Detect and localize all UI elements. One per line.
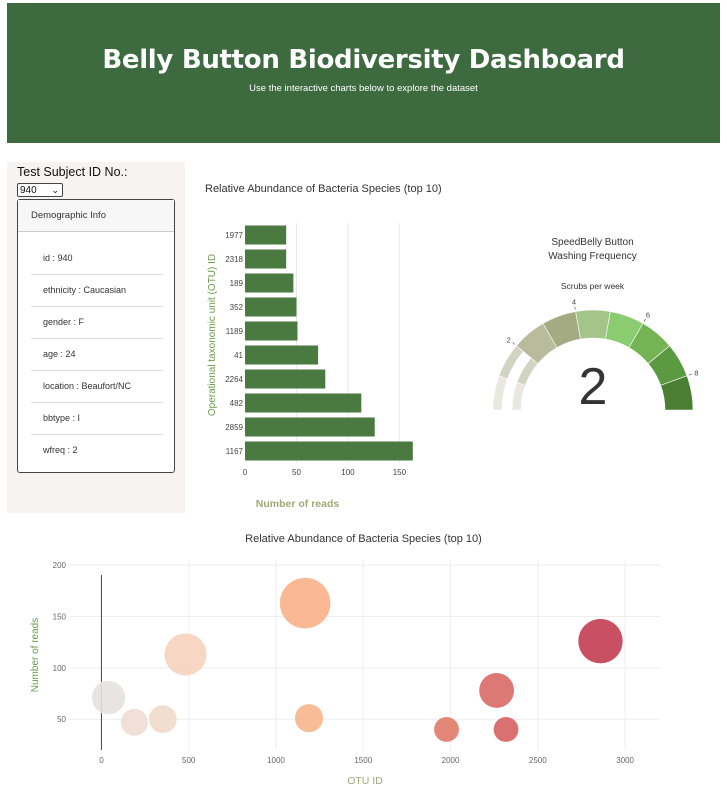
- bubble-ytick-label: 150: [53, 612, 67, 621]
- bubble-xtick-label: 2000: [442, 756, 460, 765]
- bar-mark: [245, 297, 297, 317]
- gauge-tick: [643, 318, 646, 322]
- bubble-xaxis-title: OTU ID: [347, 775, 383, 787]
- bubble-point: [91, 680, 126, 715]
- demographic-item: id : 940: [31, 243, 163, 275]
- demographic-item: bbtype : I: [31, 403, 163, 435]
- bar-ytick-label: 482: [230, 399, 244, 408]
- bubble-xtick-label: 500: [182, 756, 196, 765]
- bar-ytick-label: 2264: [225, 375, 243, 384]
- gauge-tick-label: 4: [572, 298, 576, 307]
- bar-ytick-label: 1189: [226, 327, 244, 336]
- bubble-point: [279, 577, 331, 629]
- bubble-point: [120, 708, 149, 737]
- bubble-xtick-label: 2500: [529, 756, 547, 765]
- bar-xtick-label: 150: [393, 468, 407, 477]
- gauge-title: SpeedBelly Button Washing Frequency: [520, 236, 665, 264]
- demographic-item: wfreq : 2: [43, 445, 78, 455]
- gauge-tick: [688, 373, 692, 376]
- bar-ytick-label: 41: [234, 351, 243, 360]
- gauge-subtitle: Scrubs per week: [560, 281, 625, 291]
- bar-mark: [245, 249, 287, 269]
- bubble-xtick-label: 3000: [616, 756, 634, 765]
- dashboard-header: Belly Button Biodiversity Dashboard Use …: [7, 3, 720, 143]
- bubble-point: [577, 618, 624, 664]
- demographic-card: Demographic Info id : 940 ethnicity : Cau…: [17, 199, 175, 473]
- bar-ytick-label: 2859: [225, 423, 243, 432]
- demographic-item: gender : F: [31, 307, 163, 339]
- bar-ytick-label: 2318: [225, 255, 243, 264]
- bubble-point: [493, 716, 519, 743]
- bar-ytick-label: 1167: [226, 447, 244, 456]
- demographic-item: location : Beaufort/NC: [31, 371, 163, 403]
- bar-mark: [245, 225, 287, 245]
- side-panel: Test Subject ID No.: 940 ⌄ Demographic I…: [7, 162, 185, 513]
- bar-mark: [245, 417, 375, 437]
- page-title: Belly Button Biodiversity Dashboard: [102, 45, 625, 75]
- bar-ytick-label: 352: [230, 303, 244, 312]
- bar-mark: [245, 393, 362, 413]
- gauge-value-label: 2: [579, 358, 608, 415]
- bubble-point: [164, 632, 208, 676]
- bar-mark: [245, 369, 326, 389]
- bubble-point: [433, 716, 460, 743]
- gauge-tick-label: 6: [646, 311, 650, 320]
- subject-id-label: Test Subject ID No.:: [17, 165, 128, 179]
- bubble-xtick-label: 0: [99, 756, 104, 765]
- page-subtitle: Use the interactive charts below to expl…: [249, 83, 478, 94]
- bubble-chart-title: Relative Abundance of Bacteria Species (…: [245, 533, 482, 545]
- subject-id-select[interactable]: 940 ⌄: [17, 183, 63, 197]
- demographic-card-title: Demographic Info: [18, 200, 174, 232]
- bar-xtick-label: 0: [243, 468, 248, 477]
- demographic-item: ethnicity : Caucasian: [31, 275, 163, 307]
- bubble-yaxis-title: Number of reads: [30, 618, 41, 692]
- bar-mark: [245, 321, 298, 341]
- bar-xaxis-title: Number of reads: [256, 498, 340, 510]
- chevron-down-icon: ⌄: [51, 185, 59, 195]
- bar-chart: 0 50 100 150 1977 2318 189 352 1189 41 2264 482 2859…: [207, 223, 413, 510]
- bar-mark: [245, 441, 413, 461]
- gauge-tick-label: 8: [694, 368, 698, 377]
- bubble-ytick-label: 200: [53, 561, 67, 570]
- bubble-xtick-label: 1500: [354, 756, 372, 765]
- bar-ytick-label: 1977: [225, 231, 243, 240]
- gauge-tick-label: 2: [507, 335, 511, 344]
- bubble-ytick-label: 50: [57, 715, 66, 724]
- bubble-point: [294, 703, 324, 733]
- bar-ytick-label: 189: [230, 279, 244, 288]
- gauge-chart: 2 4 6 8 2: [492, 298, 698, 415]
- gauge-value-bar: [501, 351, 532, 411]
- gauge-step: [660, 375, 694, 411]
- bar-chart-title: Relative Abundance of Bacteria Species (…: [205, 183, 442, 195]
- gauge-title-line2: Washing Frequency: [548, 251, 637, 262]
- bar-xtick-label: 50: [292, 468, 301, 477]
- bar-xtick-label: 100: [341, 468, 355, 477]
- bar-mark: [245, 345, 319, 365]
- gauge-title-line1: SpeedBelly Button: [551, 237, 634, 248]
- bubble-ytick-label: 100: [53, 664, 67, 673]
- bubble-xtick-label: 1000: [267, 756, 285, 765]
- subject-id-selected-value: 940: [20, 185, 37, 196]
- bubble-point: [148, 704, 178, 734]
- bubble-chart: 0 500 1000 1500 2000 2500 3000 50 100 150 200 OTU I…: [30, 560, 660, 787]
- bar-mark: [245, 273, 294, 293]
- gauge-tick: [574, 306, 576, 310]
- demographic-item: age : 24: [31, 339, 163, 371]
- gauge-step: [575, 309, 611, 340]
- gauge-tick: [512, 342, 516, 345]
- bubble-point: [478, 672, 515, 709]
- bar-yaxis-title: Operational taxonomic unit (OTU) ID: [207, 254, 218, 416]
